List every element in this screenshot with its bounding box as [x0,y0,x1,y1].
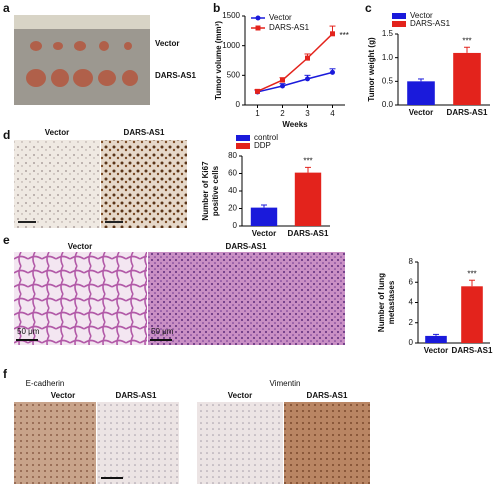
y-tick-label: 1.0 [382,53,394,62]
x-tick-label: Vector [424,346,448,355]
group-label: E-cadherin [26,379,65,388]
annotation: *** [303,156,312,165]
image-label: Vector [68,242,92,251]
legend-swatch [392,13,406,19]
ruler [14,15,150,29]
bar [294,172,322,226]
he-image [14,252,147,345]
legend-label: DARS-AS1 [269,23,310,32]
point [255,88,260,94]
ihc-image [97,402,179,484]
scale-label: 50 μm [17,327,40,336]
y-tick-label: 4 [409,298,414,307]
legend-label: Vector [410,11,433,20]
y-tick-label: 0.5 [382,76,394,85]
legend-swatch [236,143,250,149]
photo-label: DARS-AS1 [155,71,196,80]
y-tick-label: 6 [409,277,414,286]
series-line [257,71,333,93]
annotation: *** [467,269,476,278]
x-tick-label: 2 [280,109,285,118]
bar [453,52,481,105]
legend-swatch [392,21,406,27]
y-tick-label: 0 [409,338,414,347]
annotation: *** [340,31,349,40]
bar [425,335,447,343]
photo-label: Vector [155,39,179,48]
y-axis-label: Number of Ki67 [201,161,210,221]
y-tick-label: 500 [227,70,241,79]
legend-label: Vector [269,13,292,22]
panel-letter: f [3,367,8,381]
group-label: Vimentin [270,379,301,388]
y-axis-label: metastases [387,280,396,324]
y-tick-label: 60 [228,169,237,178]
x-tick-label: 4 [330,109,335,118]
y-tick-label: 1000 [222,41,240,50]
image-label: DARS-AS1 [226,242,267,251]
y-tick-label: 0.0 [382,100,394,109]
annotation: *** [462,36,471,45]
ihc-image [197,402,283,484]
y-tick-label: 1.5 [382,29,394,38]
x-axis-label: Weeks [282,120,308,129]
image-label: Vector [45,128,69,137]
y-tick-label: 8 [409,257,414,266]
x-tick-label: DARS-AS1 [452,346,493,355]
point [330,69,335,75]
panel-letter: c [365,1,372,15]
x-tick-label: DARS-AS1 [288,229,329,238]
y-tick-label: 20 [228,204,237,213]
panel-letter: d [3,128,10,142]
ihc-image [14,140,100,228]
x-tick-label: 1 [255,109,260,118]
legend-label: DARS-AS1 [410,19,451,28]
bar [407,81,435,105]
y-axis-label: positive cells [211,165,220,216]
legend-marker [255,25,261,31]
y-axis-label: Number of lung [377,273,386,332]
x-tick-label: Vector [409,108,433,117]
bar [461,286,483,343]
x-tick-label: DARS-AS1 [447,108,488,117]
point [330,31,335,37]
y-tick-label: 1500 [222,11,240,20]
tumor-photo [14,15,150,105]
legend-label: control [254,133,278,142]
ihc-image [14,402,96,484]
y-tick-label: 80 [228,151,237,160]
y-axis-label: Tumor weight (g) [367,37,376,102]
image-label: DARS-AS1 [116,391,157,400]
image-label: Vector [51,391,75,400]
legend-swatch [236,135,250,141]
point [305,76,310,82]
y-tick-label: 2 [409,318,414,327]
point [280,83,285,89]
x-tick-label: 3 [305,109,310,118]
y-axis-label: Tumor volume (mm³) [214,21,223,100]
image-label: DARS-AS1 [124,128,165,137]
panel-letter: a [3,1,10,15]
legend-marker [255,15,261,21]
y-tick-label: 40 [228,186,237,195]
panel-letter: b [213,1,220,15]
bar [250,207,278,226]
point [280,77,285,83]
legend-label: DDP [254,141,271,150]
ihc-image [284,402,370,484]
point [305,55,310,61]
image-label: Vector [228,391,252,400]
panel-letter: e [3,233,10,247]
y-tick-label: 0 [236,100,241,109]
y-tick-label: 0 [233,221,238,230]
he-image [148,252,345,345]
image-label: DARS-AS1 [307,391,348,400]
tumors [26,41,138,87]
series-line [257,33,334,93]
x-tick-label: Vector [252,229,276,238]
ihc-image [101,140,187,228]
scale-label: 50 μm [151,327,174,336]
